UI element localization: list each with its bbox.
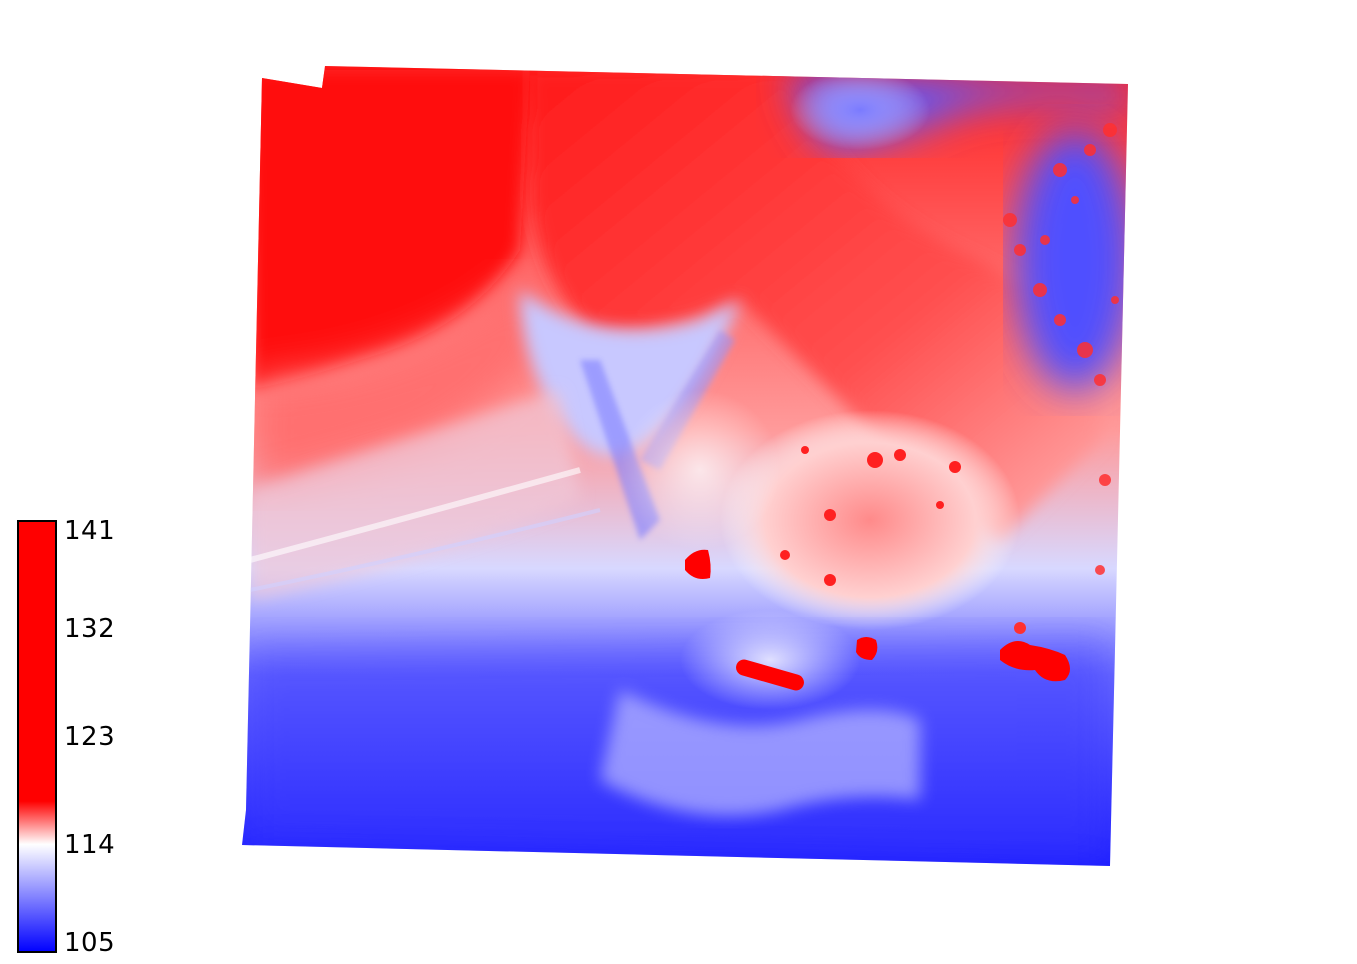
elevation-raster [242,66,1128,866]
colorbar-tick-114: 114 [64,830,116,860]
colorbar-tick-105: 105 [64,928,116,958]
red-feature [736,659,804,691]
colorbar [17,520,57,953]
colorbar-tick-132: 132 [64,614,116,644]
colorbar-tick-141: 141 [64,516,116,546]
colorbar-tick-123: 123 [64,722,116,752]
